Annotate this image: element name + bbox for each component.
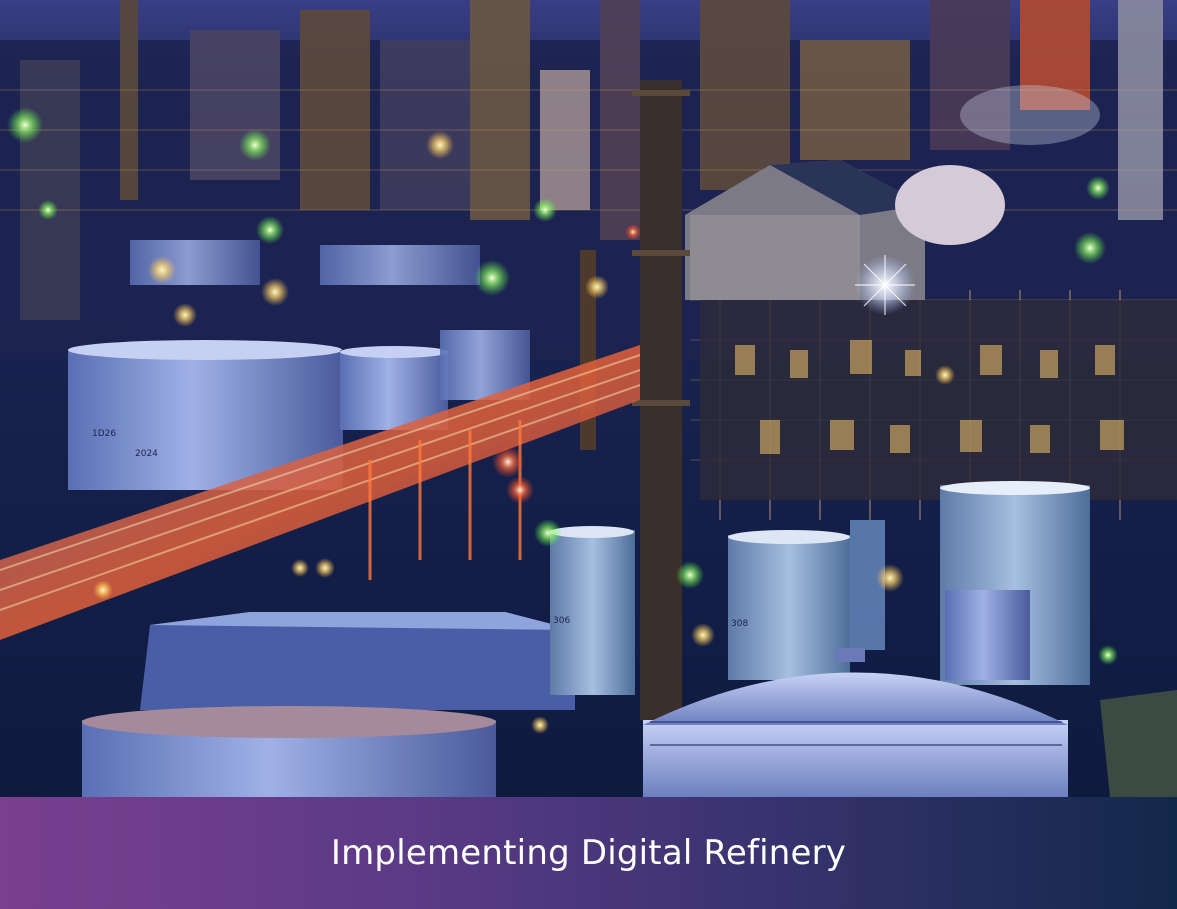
caption-title: Implementing Digital Refinery — [330, 833, 847, 873]
refinery-illustration: 1D26 2024 306 — [0, 0, 1177, 797]
tank-label-308: 308 — [731, 619, 748, 629]
tank-label-306: 306 — [553, 616, 570, 626]
tank-label-1d26: 1D26 — [92, 429, 116, 439]
caption-bar: Implementing Digital Refinery — [0, 797, 1177, 909]
refinery-night-photo: 1D26 2024 306 — [0, 0, 1177, 797]
tank-label-2024: 2024 — [135, 449, 158, 459]
